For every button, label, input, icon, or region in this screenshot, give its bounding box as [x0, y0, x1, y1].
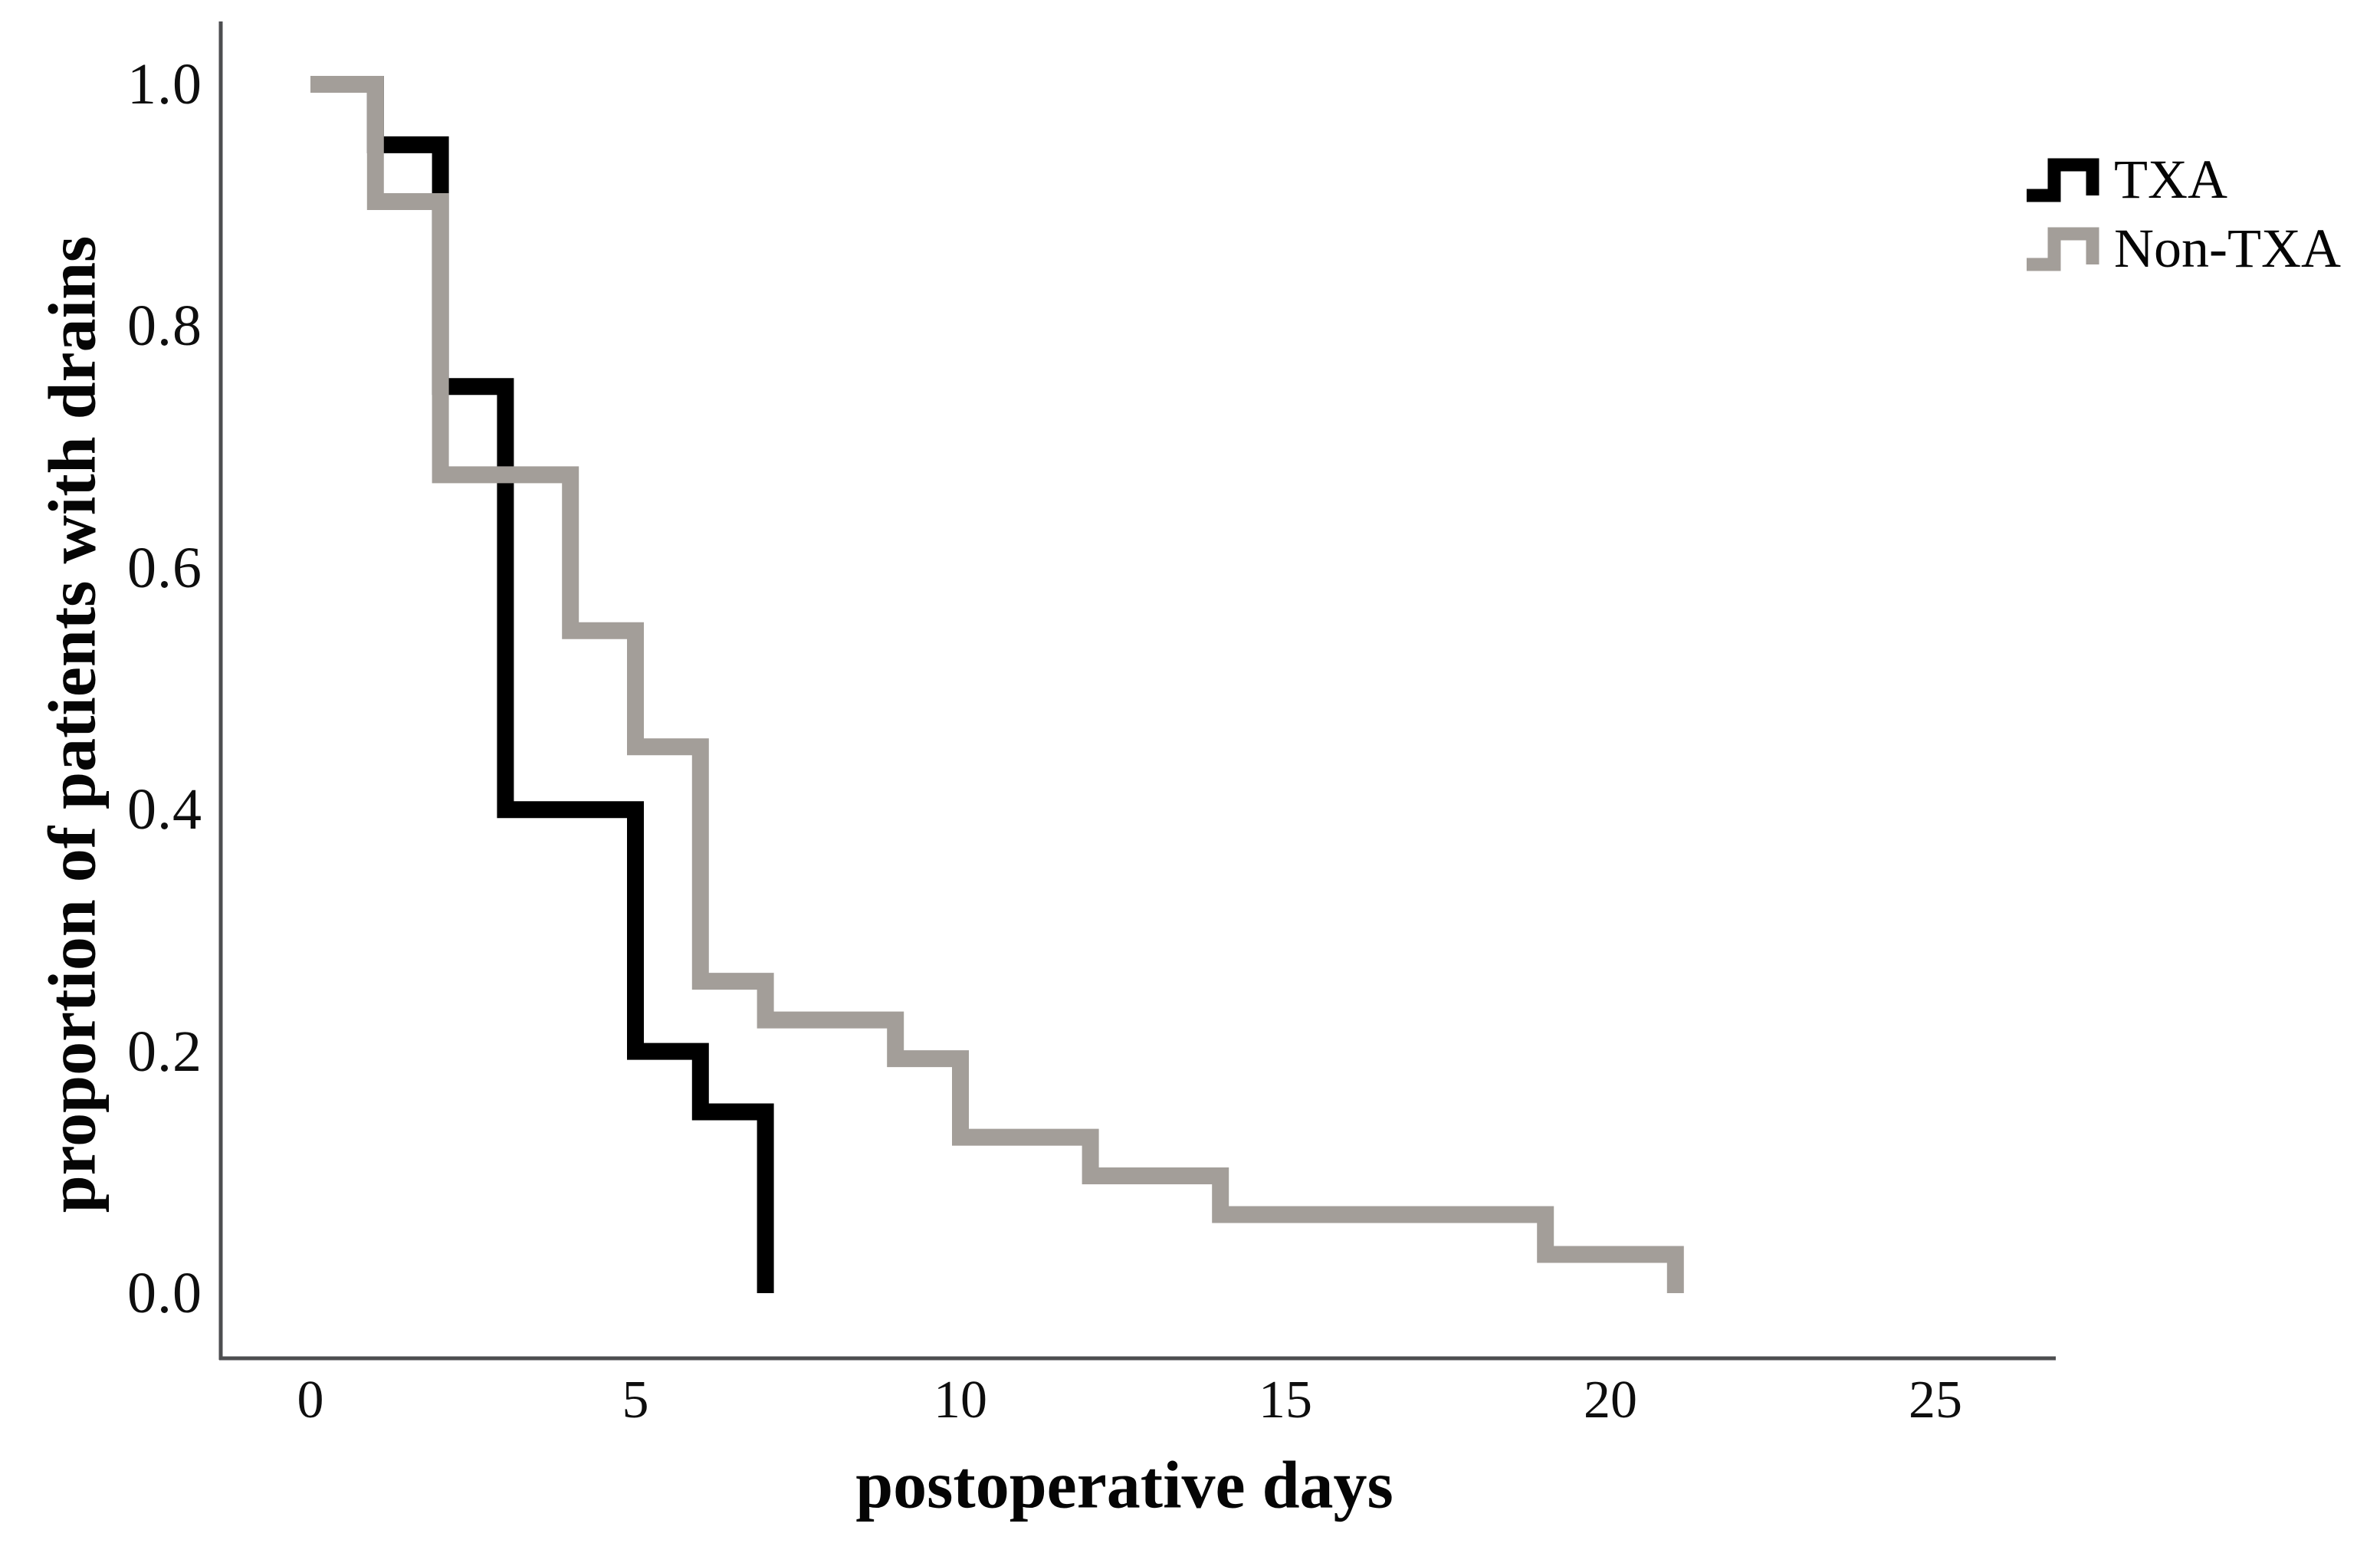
x-tick-label: 10 [934, 1371, 987, 1430]
non-txa-step-icon [2027, 227, 2099, 271]
x-tick-label: 15 [1259, 1371, 1312, 1430]
y-tick-label: 0.8 [127, 294, 202, 359]
x-tick-label: 5 [622, 1371, 649, 1430]
y-tick-label: 1.0 [127, 52, 202, 117]
x-axis-title: postoperative days [855, 1448, 1394, 1523]
y-tick-label: 0.6 [127, 535, 202, 600]
legend-label-non-txa: Non-TXA [2114, 218, 2341, 279]
x-tick-label: 0 [297, 1371, 324, 1430]
y-axis-title: proportion of patients with drains [35, 235, 110, 1213]
legend: TXA Non-TXA [2022, 150, 2341, 277]
y-tick-label: 0.2 [127, 1019, 202, 1084]
legend-row-non-txa: Non-TXA [2022, 219, 2341, 277]
y-tick-label: 0.0 [127, 1261, 202, 1325]
x-tick-label: 20 [1584, 1371, 1637, 1430]
legend-row-txa: TXA [2022, 150, 2341, 208]
y-tick-label: 0.4 [127, 777, 202, 842]
legend-label-txa: TXA [2114, 149, 2227, 210]
non-txa-curve [310, 76, 1684, 1293]
txa-curve [310, 76, 774, 1293]
txa-step-icon [2027, 158, 2099, 202]
x-tick-label: 25 [1909, 1371, 1962, 1430]
